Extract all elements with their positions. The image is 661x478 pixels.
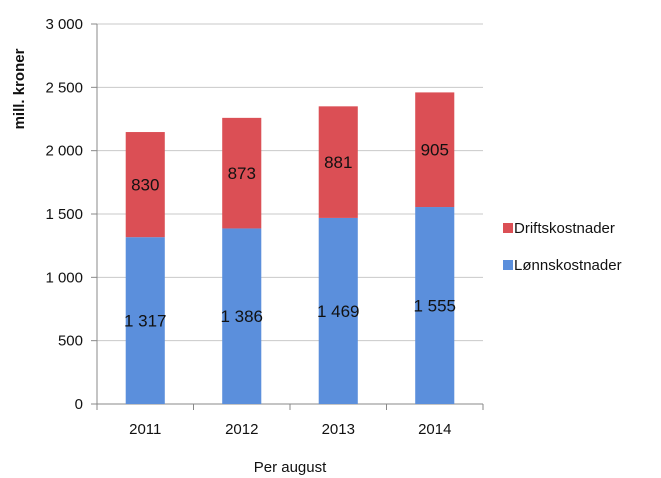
y-axis-title: mill. kroner [11,48,28,129]
bar-driftskostnader-2013 [318,106,358,218]
legend-swatch [503,260,513,270]
data-label-lonnskostnader: 1 386 [220,307,263,326]
legend-swatch [503,223,513,233]
bar-lonnskostnader-2013 [318,217,358,404]
bar-driftskostnader-2012 [222,117,262,229]
y-tick-label: 1 500 [45,206,83,223]
bars [125,92,455,404]
data-label-lonnskostnader: 1 469 [317,302,360,321]
data-label-driftskostnader: 905 [421,141,449,160]
legend: Driftskostnader Lønnskostnader [503,220,622,274]
x-tick-label: 2011 [129,421,161,438]
x-tick-label: 2012 [225,421,258,438]
data-labels: 1 317 830 1 386 873 1 469 881 1 555 905 [124,141,456,331]
y-tick-label: 1 000 [45,269,83,286]
data-label-driftskostnader: 881 [324,153,352,172]
y-tick-label: 2 000 [45,143,83,160]
bar-lonnskostnader-2011 [125,237,165,404]
bar-driftskostnader-2014 [415,92,455,208]
y-tick-label: 2 500 [45,79,83,96]
x-tick-label: 2014 [418,421,451,438]
data-label-lonnskostnader: 1 555 [413,297,456,316]
y-tick-label: 500 [58,333,83,350]
legend-label: Driftskostnader [514,220,615,237]
bar-lonnskostnader-2014 [415,207,455,404]
y-tick-label: 3 000 [45,16,83,33]
x-tick-label: 2013 [322,421,355,438]
bar-driftskostnader-2011 [125,132,165,238]
bar-lonnskostnader-2012 [222,228,262,404]
data-label-driftskostnader: 830 [131,176,159,195]
legend-label: Lønnskostnader [514,257,622,274]
data-label-lonnskostnader: 1 317 [124,312,167,331]
x-axis-title: Per august [254,459,327,476]
data-label-driftskostnader: 873 [228,164,256,183]
y-tick-label: 0 [75,396,83,413]
